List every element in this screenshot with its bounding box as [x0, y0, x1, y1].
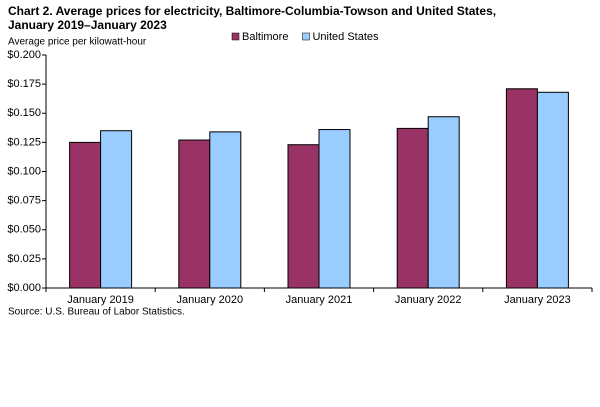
bar [536, 91, 569, 289]
source-note: Source: U.S. Bureau of Labor Statistics. [8, 307, 185, 318]
legend-label: Baltimore [242, 31, 288, 43]
x-tick-label: January 2021 [286, 294, 353, 306]
bar [178, 139, 211, 289]
bar [505, 88, 538, 289]
chart-title: Chart 2. Average prices for electricity,… [8, 4, 496, 18]
bar [100, 130, 133, 289]
legend-swatch [231, 32, 240, 41]
bar [318, 129, 351, 289]
bar [69, 141, 102, 289]
y-tick-label: $0.200 [7, 49, 41, 61]
y-tick-label: $0.050 [7, 224, 41, 236]
y-tick-label: $0.125 [7, 136, 41, 148]
y-tick-label: $0.100 [7, 165, 41, 177]
y-axis-label: Average price per kilowatt-hour [8, 37, 147, 48]
bar [427, 116, 460, 289]
y-tick-label: $0.175 [7, 78, 41, 90]
chart-title: January 2019–January 2023 [8, 18, 167, 32]
x-tick-label: January 2020 [176, 294, 243, 306]
y-tick-label: $0.000 [7, 282, 41, 294]
bar [209, 131, 242, 289]
x-tick-label: January 2022 [395, 294, 462, 306]
legend-swatch [302, 32, 310, 41]
y-tick-label: $0.075 [7, 195, 41, 207]
x-tick-label: January 2023 [504, 294, 571, 306]
legend-label: United States [312, 31, 379, 43]
bar [287, 144, 320, 289]
bar [396, 127, 429, 289]
x-tick-label: January 2019 [67, 294, 134, 306]
y-tick-label: $0.150 [7, 107, 41, 119]
y-tick-label: $0.025 [7, 253, 41, 265]
